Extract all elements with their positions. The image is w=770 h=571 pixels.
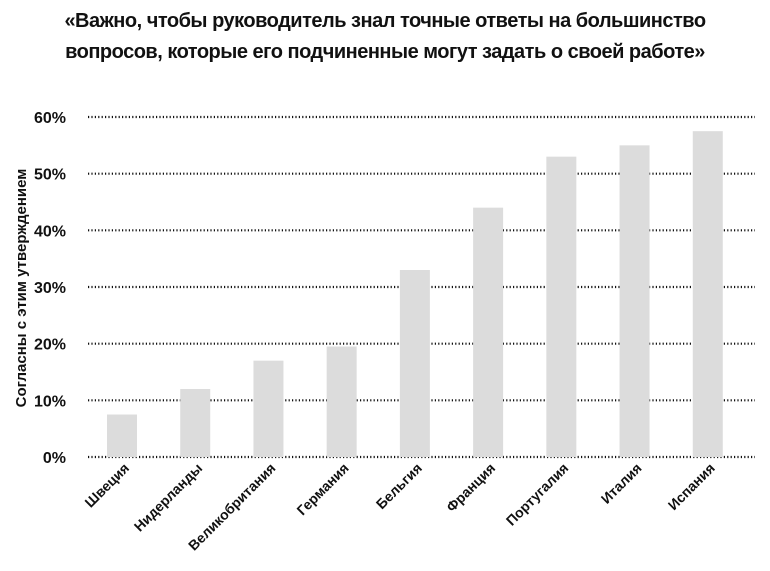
bar-2 — [180, 389, 211, 457]
y-tick-label: 50% — [34, 167, 66, 184]
y-tick-label: 60% — [34, 110, 66, 127]
y-tick-label: 10% — [34, 393, 66, 410]
bars — [107, 131, 723, 458]
x-tick-label: Германия — [293, 460, 351, 518]
y-axis-label: Согласны с этим утверждением — [13, 169, 30, 408]
bar-4 — [326, 346, 357, 457]
chart-title-line-1: «Важно, чтобы руководитель знал точные о… — [64, 10, 706, 32]
y-tick-labels: 0% 10% 20% 30% 40% 50% 60% — [34, 110, 66, 467]
x-tick-label: Нидерланды — [131, 460, 206, 535]
y-tick-label: 40% — [34, 223, 66, 240]
bar-7 — [546, 156, 577, 457]
y-tick-label: 20% — [34, 337, 66, 354]
bar-3 — [253, 360, 284, 457]
bar-8 — [619, 145, 650, 458]
bar-1 — [107, 414, 137, 457]
y-tick-label: 30% — [34, 280, 66, 297]
chart-title: «Важно, чтобы руководитель знал точные о… — [0, 6, 770, 68]
bar-9 — [692, 131, 723, 457]
x-tick-label: Португалия — [503, 460, 572, 529]
y-tick-label: 0% — [43, 450, 66, 467]
x-tick-label: Бельгия — [373, 460, 425, 512]
bar-6 — [473, 207, 504, 457]
x-tick-label: Франция — [443, 460, 498, 515]
x-tick-label: Испания — [665, 460, 718, 513]
x-tick-label: Италия — [598, 460, 645, 507]
bar-5 — [399, 270, 430, 457]
chart-title-line-2: вопросов, которые его подчиненные могут … — [65, 41, 705, 63]
x-tick-label: Швеция — [81, 460, 132, 511]
